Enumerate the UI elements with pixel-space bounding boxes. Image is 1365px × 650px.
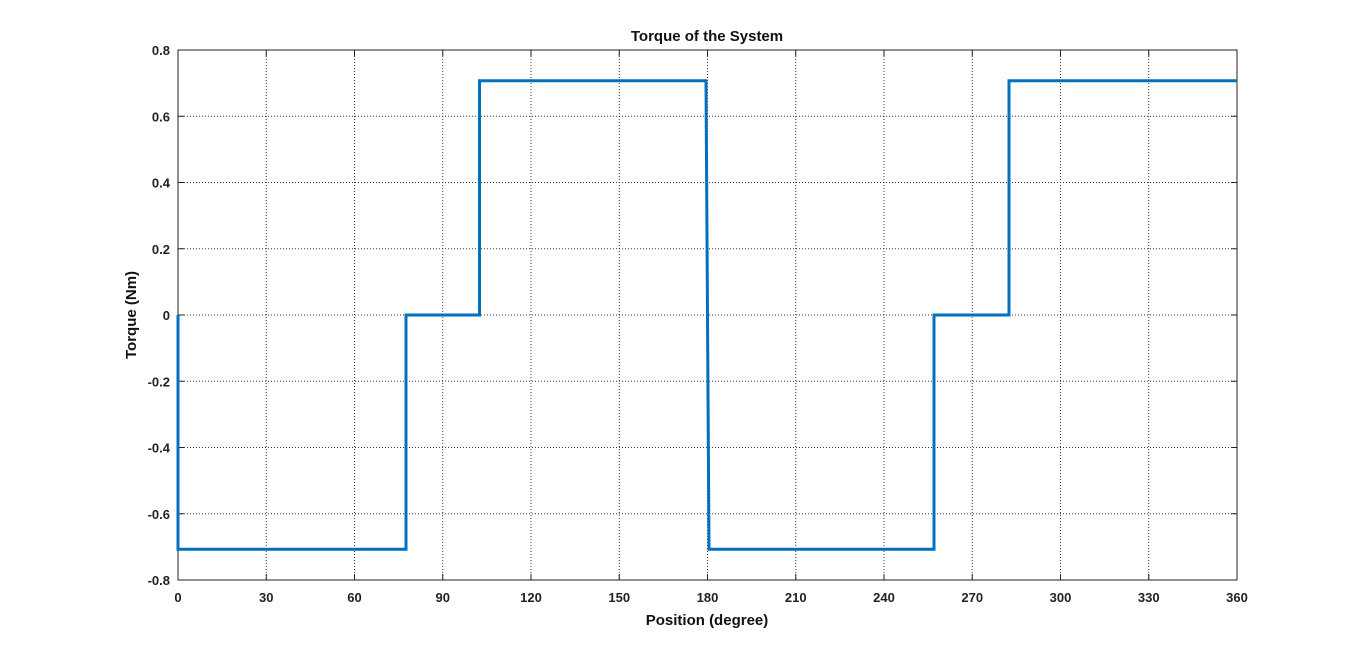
x-tick-label: 240 xyxy=(873,590,895,605)
x-tick-label: 0 xyxy=(174,590,181,605)
y-tick-label: 0.2 xyxy=(152,242,170,257)
x-tick-label: 360 xyxy=(1226,590,1248,605)
x-tick-label: 210 xyxy=(785,590,807,605)
x-tick-label: 90 xyxy=(436,590,450,605)
series-layer xyxy=(176,79,1237,551)
y-tick-label: -0.8 xyxy=(148,573,170,588)
chart-title: Torque of the System xyxy=(631,28,783,45)
x-tick-label: 270 xyxy=(961,590,983,605)
y-axis-label: Torque (Nm) xyxy=(123,271,140,359)
axis-ticks xyxy=(177,49,1238,581)
x-tick-label: 120 xyxy=(520,590,542,605)
y-tick-label: 0.4 xyxy=(152,176,171,191)
x-tick-label: 150 xyxy=(608,590,630,605)
grid-lines xyxy=(178,50,1237,580)
x-tick-label: 180 xyxy=(697,590,719,605)
y-tick-label: 0.6 xyxy=(152,109,170,124)
x-tick-label: 60 xyxy=(347,590,361,605)
x-axis-label: Position (degree) xyxy=(646,612,769,629)
x-tick-label: 30 xyxy=(259,590,273,605)
y-tick-label: -0.6 xyxy=(148,507,170,522)
torque-series-line xyxy=(176,79,1237,551)
x-tick-label: 330 xyxy=(1138,590,1160,605)
y-tick-label: 0.8 xyxy=(152,43,170,58)
tick-labels: 0 30 60 90 120 150 180 210 240 270 300 330 360 -0.8 -0… xyxy=(148,43,1248,605)
x-tick-label: 300 xyxy=(1050,590,1072,605)
y-tick-label: -0.2 xyxy=(148,374,170,389)
y-tick-label: -0.4 xyxy=(148,441,171,456)
y-tick-label: 0 xyxy=(163,308,170,323)
